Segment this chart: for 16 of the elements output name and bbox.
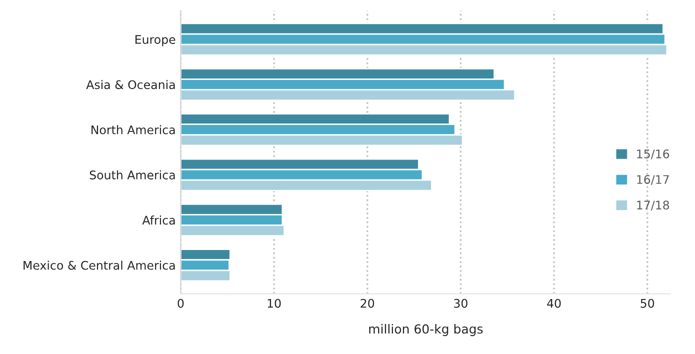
y-tick-label: Europe: [135, 35, 176, 46]
x-tick-label: 30: [454, 298, 468, 308]
y-tick-label: Africa: [142, 215, 175, 225]
y-tick-label: North America: [92, 125, 175, 134]
x-tick-label: 50: [640, 298, 654, 308]
x-tick-label: 20: [360, 298, 374, 308]
x-tick-label: 40: [547, 298, 561, 308]
legend-label: 17/18: [637, 200, 670, 210]
y-tick-label: South America: [90, 170, 175, 180]
x-tick-label: 0: [178, 298, 184, 308]
y-tick-label: Asia & Oceania: [86, 80, 175, 90]
legend-label: 16/17: [637, 175, 669, 185]
legend-label: 15/16: [637, 149, 670, 160]
x-tick-label: 10: [268, 298, 281, 308]
y-tick-label: Mexico & Central America: [24, 260, 175, 270]
x-axis-title: million 60-kg bags: [369, 324, 483, 336]
